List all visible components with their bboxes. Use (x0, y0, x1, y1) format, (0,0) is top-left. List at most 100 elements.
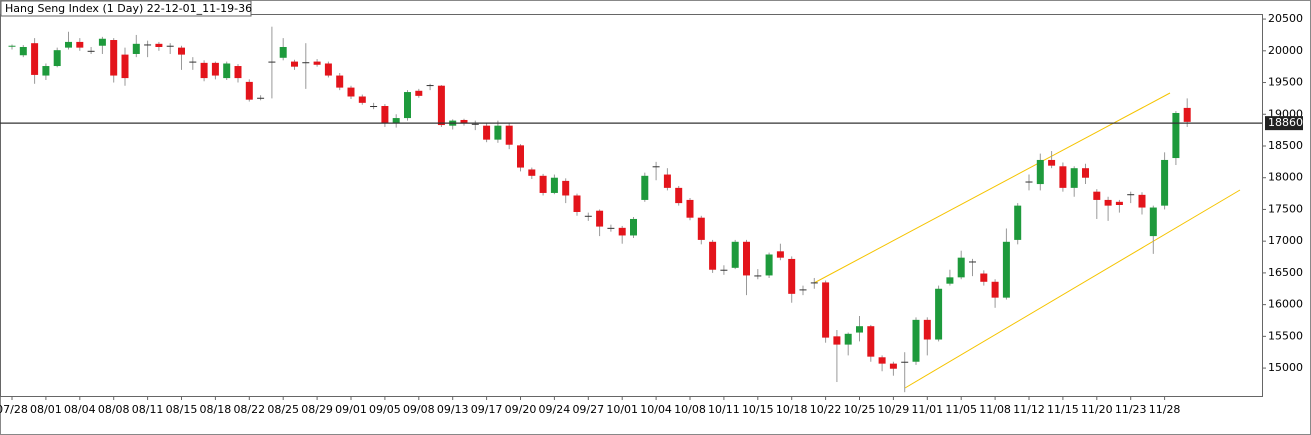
x-tick-label: 10/15 (742, 403, 774, 416)
candle-body (776, 251, 784, 258)
plot-area (0, 14, 1263, 397)
candle-body (754, 275, 762, 277)
candle-body (1070, 168, 1078, 188)
candle-body (494, 125, 502, 140)
x-tick-label: 10/29 (878, 403, 910, 416)
candle-body (189, 61, 197, 63)
candle-body (1104, 199, 1112, 206)
candle-body (110, 40, 118, 76)
candle-body (686, 199, 694, 218)
candle-body (596, 210, 604, 227)
candle-body (1082, 168, 1089, 178)
candle-body (709, 241, 717, 270)
candle-body (279, 46, 287, 58)
x-tick-label: 11/12 (1013, 403, 1045, 416)
candle-body (889, 363, 897, 369)
candle-body (765, 254, 773, 276)
candle-body (607, 227, 615, 229)
candle-body (76, 41, 84, 48)
x-tick-label: 10/11 (708, 403, 740, 416)
candle-body (935, 288, 943, 340)
x-tick-label: 08/18 (200, 403, 232, 416)
candle-body (483, 125, 491, 140)
chart-title: Hang Seng Index (1 Day) 22-12-01_11-19-3… (5, 2, 252, 15)
candle-body (291, 61, 298, 67)
candle-body (878, 357, 886, 364)
candle-body (132, 43, 140, 54)
candle-body (833, 336, 841, 345)
candle-body (98, 38, 106, 46)
candle-body (844, 333, 852, 345)
candle-body (584, 215, 592, 217)
x-tick-label: 09/17 (471, 403, 503, 416)
y-tick-label: 16500 (1268, 266, 1303, 279)
candle-body (539, 175, 547, 193)
candle-body (743, 241, 750, 276)
x-tick-label: 08/01 (30, 403, 62, 416)
y-tick-label: 15500 (1268, 329, 1303, 342)
candle-body (347, 87, 355, 97)
candle-body (573, 195, 581, 212)
x-tick-label: 09/24 (539, 403, 571, 416)
candle-body (923, 319, 931, 340)
candle-body (641, 175, 649, 200)
candle-body (178, 47, 185, 55)
candle-body (155, 43, 163, 47)
candle-body (1161, 159, 1169, 206)
candle-body (257, 97, 265, 99)
candle-body (731, 241, 739, 268)
candle-body (121, 54, 129, 79)
x-tick-label: 11/15 (1047, 403, 1079, 416)
x-tick-label: 11/28 (1149, 403, 1181, 416)
candle-body (313, 61, 321, 65)
candle-body (1093, 191, 1101, 200)
candle-body (1127, 194, 1135, 196)
price-label: 18860 (1268, 116, 1303, 129)
candle-body (471, 123, 479, 125)
candle-body (415, 90, 423, 96)
x-tick-label: 08/04 (64, 403, 96, 416)
x-tick-label: 09/27 (572, 403, 604, 416)
candle-body (1002, 241, 1010, 298)
y-tick-label: 18500 (1268, 139, 1303, 152)
candle-body (302, 62, 310, 64)
price-label-box (1265, 116, 1303, 131)
candle-body (268, 61, 276, 63)
candle-body (1025, 181, 1033, 183)
x-tick-label: 10/04 (640, 403, 672, 416)
trend-channel (813, 92, 1241, 389)
x-tick-label: 09/01 (335, 403, 367, 416)
candle-body (426, 85, 434, 87)
x-tick-label: 08/29 (301, 403, 333, 416)
channel-lower (904, 189, 1241, 389)
candle-body (19, 46, 27, 56)
x-tick-label: 09/05 (369, 403, 401, 416)
candle-body (404, 92, 411, 119)
candle-body (1138, 194, 1146, 208)
x-tick-label: 11/08 (979, 403, 1011, 416)
y-tick-label: 17500 (1268, 202, 1303, 215)
candle-body (1048, 159, 1056, 166)
candle-body (1036, 159, 1044, 185)
candle-body (991, 281, 999, 298)
candle-body (245, 81, 253, 100)
candle-body (788, 258, 796, 294)
x-tick-label: 11/20 (1081, 403, 1113, 416)
y-tick-label: 19500 (1268, 76, 1303, 89)
y-tick-label: 20000 (1268, 44, 1303, 57)
y-tick-label: 18000 (1268, 171, 1303, 184)
x-tick-label: 07/28 (0, 403, 28, 416)
candle-body (234, 66, 242, 79)
x-tick-label: 10/25 (844, 403, 876, 416)
x-tick-label: 08/22 (233, 403, 265, 416)
candle-body (697, 217, 705, 240)
x-tick-label: 08/08 (98, 403, 130, 416)
candle-body (358, 96, 366, 103)
x-tick-label: 08/11 (132, 403, 164, 416)
candle-body (87, 50, 95, 52)
candle-body (630, 218, 637, 236)
candle-body (550, 177, 558, 193)
candle-body (980, 273, 988, 282)
